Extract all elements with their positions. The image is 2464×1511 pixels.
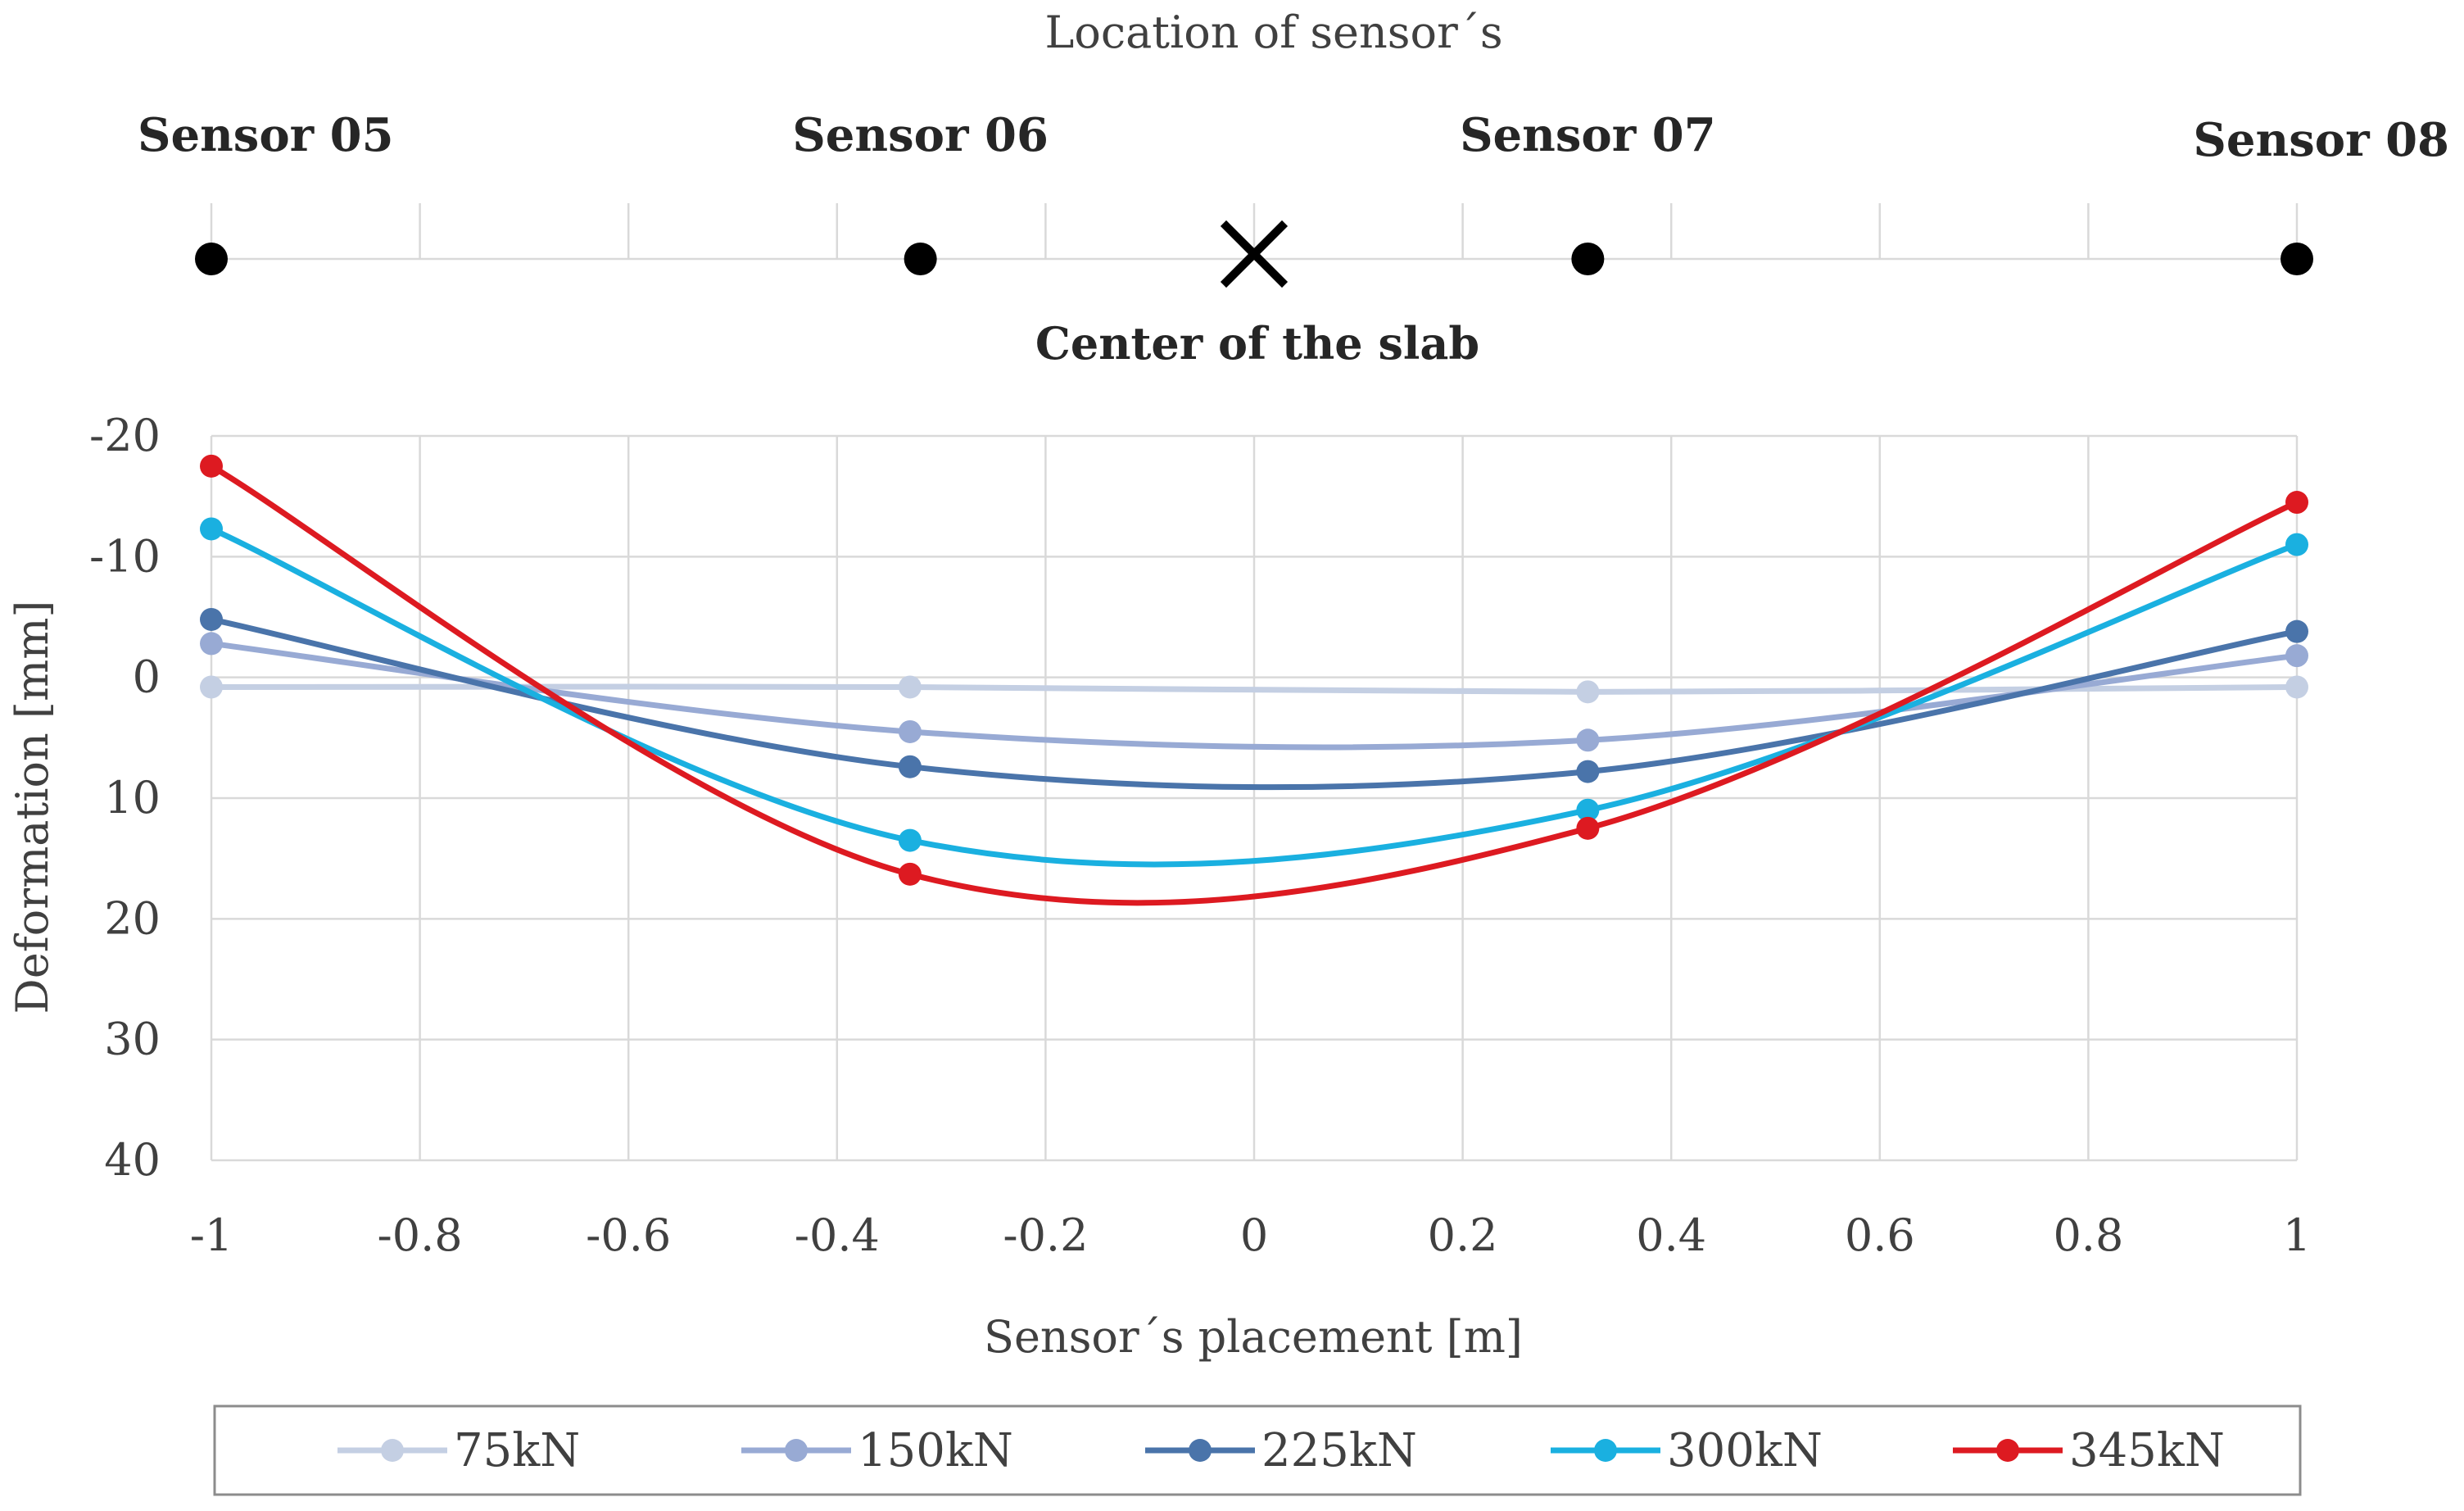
data-point-150kN bbox=[2285, 644, 2308, 668]
series-lines bbox=[210, 463, 2299, 906]
y-tick-label: -20 bbox=[89, 410, 161, 461]
x-tick-label: 0.8 bbox=[2053, 1209, 2123, 1261]
y-tick-label: 0 bbox=[133, 651, 161, 703]
legend-label: 150kN bbox=[858, 1424, 1013, 1477]
x-tick-label: -1 bbox=[190, 1209, 233, 1261]
series-line-300kN bbox=[210, 526, 2299, 868]
legend-item-150kN: 150kN bbox=[741, 1424, 1013, 1477]
sensor-dot bbox=[195, 243, 228, 275]
sensor-dot bbox=[1571, 243, 1605, 275]
legend-label: 75kN bbox=[454, 1424, 580, 1477]
y-tick-label: 10 bbox=[104, 772, 161, 824]
data-point-225kN bbox=[898, 755, 922, 778]
data-point-345kN bbox=[2285, 491, 2308, 515]
x-tick-label: 1 bbox=[2283, 1209, 2311, 1261]
data-point-225kN bbox=[200, 607, 223, 631]
data-point-150kN bbox=[898, 719, 922, 743]
legend-item-300kN: 300kN bbox=[1551, 1424, 1823, 1477]
sensor-dot bbox=[2281, 243, 2313, 275]
sensor-label: Sensor 06 bbox=[792, 108, 1049, 162]
y-tick-label: 40 bbox=[104, 1134, 161, 1186]
sensor-label: Sensor 05 bbox=[138, 108, 394, 162]
sensor-panel: Sensor 05 Sensor 06 Sensor 07 Sensor 08 bbox=[138, 108, 2449, 288]
series-line-225kN bbox=[211, 616, 2298, 791]
data-point-150kN bbox=[200, 632, 223, 656]
x-tick-label: -0.8 bbox=[378, 1209, 463, 1261]
x-mark-icon bbox=[1220, 220, 1289, 288]
data-point-300kN bbox=[1576, 798, 1600, 822]
sensor-dot bbox=[904, 243, 937, 275]
data-point-75kN bbox=[898, 675, 922, 699]
x-tick-label: 0 bbox=[1240, 1209, 1268, 1261]
data-point-345kN bbox=[200, 454, 223, 478]
y-tick-label: 20 bbox=[104, 892, 161, 944]
y-axis-ticks: -20 -10 0 10 20 30 40 bbox=[89, 410, 161, 1186]
legend-item-75kN: 75kN bbox=[337, 1424, 580, 1477]
sensor-label: Sensor 08 bbox=[2193, 113, 2449, 167]
legend-swatch-dot bbox=[1189, 1439, 1212, 1462]
x-axis-label: Sensor´s placement [m] bbox=[984, 1311, 1523, 1363]
legend-swatch-dot bbox=[1594, 1439, 1617, 1462]
data-point-300kN bbox=[200, 517, 223, 541]
y-axis-label: Deformation [mm] bbox=[7, 601, 58, 1014]
sensor-label: Sensor 07 bbox=[1460, 108, 1716, 162]
data-point-300kN bbox=[898, 828, 922, 852]
x-axis-ticks: -1 -0.8 -0.6 -0.4 -0.2 0 0.2 0.4 0.6 0.8 1 bbox=[190, 1209, 2311, 1261]
data-point-75kN bbox=[2285, 675, 2308, 699]
legend-label: 300kN bbox=[1667, 1424, 1823, 1477]
data-point-345kN bbox=[898, 862, 922, 886]
data-point-300kN bbox=[2285, 533, 2308, 556]
legend-item-345kN: 345kN bbox=[1953, 1424, 2225, 1477]
x-tick-label: 0.2 bbox=[1428, 1209, 1498, 1261]
x-tick-label: 0.6 bbox=[1845, 1209, 1915, 1261]
data-point-225kN bbox=[1576, 760, 1600, 783]
y-tick-label: 30 bbox=[104, 1014, 161, 1065]
x-tick-label: -0.2 bbox=[1003, 1209, 1088, 1261]
legend-swatch-dot bbox=[1996, 1439, 2019, 1462]
series-points bbox=[200, 454, 2308, 886]
series-line-345kN bbox=[210, 463, 2299, 906]
center-label: Center of the slab bbox=[1035, 317, 1479, 370]
legend-item-225kN: 225kN bbox=[1145, 1424, 1417, 1477]
sensor-panel-title: Location of sensor´s bbox=[1044, 7, 1502, 58]
legend: 75kN 150kN 225kN 300kN 345kN bbox=[213, 1404, 2302, 1496]
data-point-75kN bbox=[200, 675, 223, 699]
data-point-150kN bbox=[1576, 728, 1600, 752]
x-tick-label: -0.6 bbox=[586, 1209, 671, 1261]
y-tick-label: -10 bbox=[89, 530, 161, 582]
plot-grid bbox=[210, 434, 2299, 1162]
legend-box bbox=[213, 1404, 2302, 1496]
data-point-225kN bbox=[2285, 619, 2308, 643]
legend-swatch-dot bbox=[785, 1439, 808, 1462]
legend-label: 345kN bbox=[2069, 1424, 2225, 1477]
data-point-345kN bbox=[1576, 816, 1600, 840]
x-tick-label: 0.4 bbox=[1636, 1209, 1706, 1261]
data-point-75kN bbox=[1576, 680, 1600, 704]
x-tick-label: -0.4 bbox=[795, 1209, 880, 1261]
legend-label: 225kN bbox=[1261, 1424, 1417, 1477]
legend-swatch-dot bbox=[381, 1439, 404, 1462]
